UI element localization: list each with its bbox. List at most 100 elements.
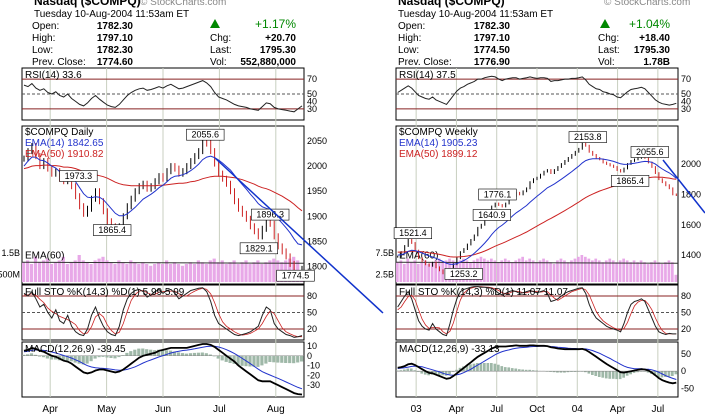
x-tick-label: Aug	[267, 404, 285, 415]
volume-bar	[486, 260, 490, 282]
macd-axis-label: -10	[307, 361, 320, 371]
volume-bar	[423, 260, 427, 282]
macd-histogram-bar	[276, 355, 280, 363]
volume-bar	[611, 260, 615, 282]
macd-histogram-bar	[208, 354, 212, 356]
vol-label: Vol:	[210, 57, 227, 68]
volume-bar	[597, 260, 601, 282]
rsi-axis-label: 70	[307, 74, 317, 84]
high-value: 1797.10	[97, 33, 134, 44]
macd-histogram-bar	[292, 355, 296, 364]
price-axis-label: 1950	[307, 186, 327, 196]
high-value: 1797.10	[474, 33, 511, 44]
volume-bar	[646, 264, 650, 282]
ema50-label: EMA(50) 1910.82	[25, 149, 104, 160]
macd-histogram-bar	[618, 371, 622, 380]
macd-histogram-bar	[653, 371, 657, 376]
chart-meta: Tuesday 10-Aug-2004 11:53am ET	[398, 9, 553, 20]
macd-histogram-bar	[521, 369, 524, 372]
macd-histogram-bar	[184, 353, 188, 356]
volume-bar	[430, 262, 434, 282]
macd-histogram-bar	[615, 371, 618, 380]
macd-histogram-bar	[26, 354, 30, 356]
volume-bar	[26, 260, 30, 282]
volume-bar	[625, 260, 629, 282]
macd-histogram-bar	[448, 371, 451, 375]
rsi-axis-label: 30	[307, 104, 317, 114]
chg-value: +18.40	[639, 33, 670, 44]
chg-value: +20.70	[265, 33, 296, 44]
volume-bar	[105, 260, 109, 282]
volume-bar	[608, 258, 612, 282]
volume-axis-label: 7.5B	[375, 248, 394, 258]
macd-histogram-bar	[625, 371, 629, 376]
price-axis-label: 1900	[307, 211, 327, 221]
volume-bar	[180, 265, 185, 282]
macd-histogram-bar	[667, 371, 671, 377]
macd-histogram-bar	[256, 355, 260, 367]
price-annotation: 1253.2	[450, 269, 478, 279]
chart-title: Nasdaq ($COMPQ)	[398, 0, 505, 8]
x-tick-label: Jul	[490, 404, 503, 415]
macd-histogram-bar	[125, 352, 129, 356]
macd-histogram-bar	[260, 355, 264, 366]
macd-histogram-bar	[469, 364, 472, 372]
macd-histogram-bar	[636, 371, 639, 373]
pct-change: +1.04%	[629, 17, 670, 31]
macd-histogram-bar	[224, 355, 228, 362]
price-annotation-box	[630, 146, 669, 158]
price-annotation-box	[393, 227, 433, 239]
macd-histogram-bar	[632, 371, 636, 373]
macd-histogram-bar	[69, 355, 73, 362]
macd-histogram-bar	[268, 355, 272, 362]
macd-histogram-bar	[180, 353, 185, 356]
rsi-axis-label: 50	[307, 89, 317, 99]
price-annotation: 1521.4	[399, 228, 427, 238]
volume-bar	[643, 262, 646, 282]
macd-histogram-bar	[284, 355, 288, 363]
price-annotation: 1774.5	[282, 271, 310, 281]
rsi-axis-label: 40	[307, 96, 317, 106]
volume-bar	[252, 262, 256, 282]
macd-histogram-bar	[483, 363, 486, 372]
price-annotation: 1829.1	[245, 243, 273, 253]
price-annotation-box	[568, 131, 607, 143]
macd-histogram-bar	[611, 371, 615, 379]
macd-axis-label: -30	[307, 380, 320, 390]
volume-bar	[671, 262, 674, 282]
volume-bar	[176, 264, 181, 282]
macd-axis-label: -20	[307, 370, 320, 380]
price-annotation-box	[186, 128, 225, 141]
macd-histogram-bar	[458, 367, 462, 372]
macd-histogram-bar	[528, 369, 531, 372]
macd-histogram-bar	[65, 355, 69, 361]
macd-histogram-bar	[479, 363, 483, 372]
volume-bar	[667, 260, 671, 282]
volume-bar	[629, 262, 632, 282]
macd-histogram-bar	[490, 363, 493, 372]
macd-histogram-bar	[535, 370, 538, 372]
volume-bar	[244, 260, 248, 282]
volume-bar	[85, 262, 89, 282]
macd-histogram-bar	[188, 353, 192, 356]
x-tick-label: Jul	[651, 404, 664, 415]
volume-bar	[93, 260, 97, 282]
volume-bar	[37, 262, 42, 282]
macd-histogram-bar	[232, 355, 236, 364]
macd-histogram-bar	[53, 355, 57, 360]
rsi-axis-label: 70	[681, 74, 691, 84]
volume-bar	[500, 260, 504, 282]
volume-bar	[490, 258, 493, 282]
volume-bar	[503, 258, 507, 282]
volume-bar	[653, 260, 657, 282]
macd-histogram-bar	[556, 371, 559, 373]
macd-histogram-bar	[161, 350, 165, 356]
macd-histogram-bar	[272, 355, 276, 363]
macd-histogram-bar	[510, 368, 514, 372]
price-annotation-box	[610, 175, 650, 187]
macd-histogram-bar	[416, 371, 420, 372]
macd-axis-label: 10	[307, 341, 317, 351]
weekly-chart: Nasdaq ($COMPQ) © StockCharts.com Tuesda…	[398, 0, 690, 68]
macd-histogram-bar	[220, 355, 224, 361]
